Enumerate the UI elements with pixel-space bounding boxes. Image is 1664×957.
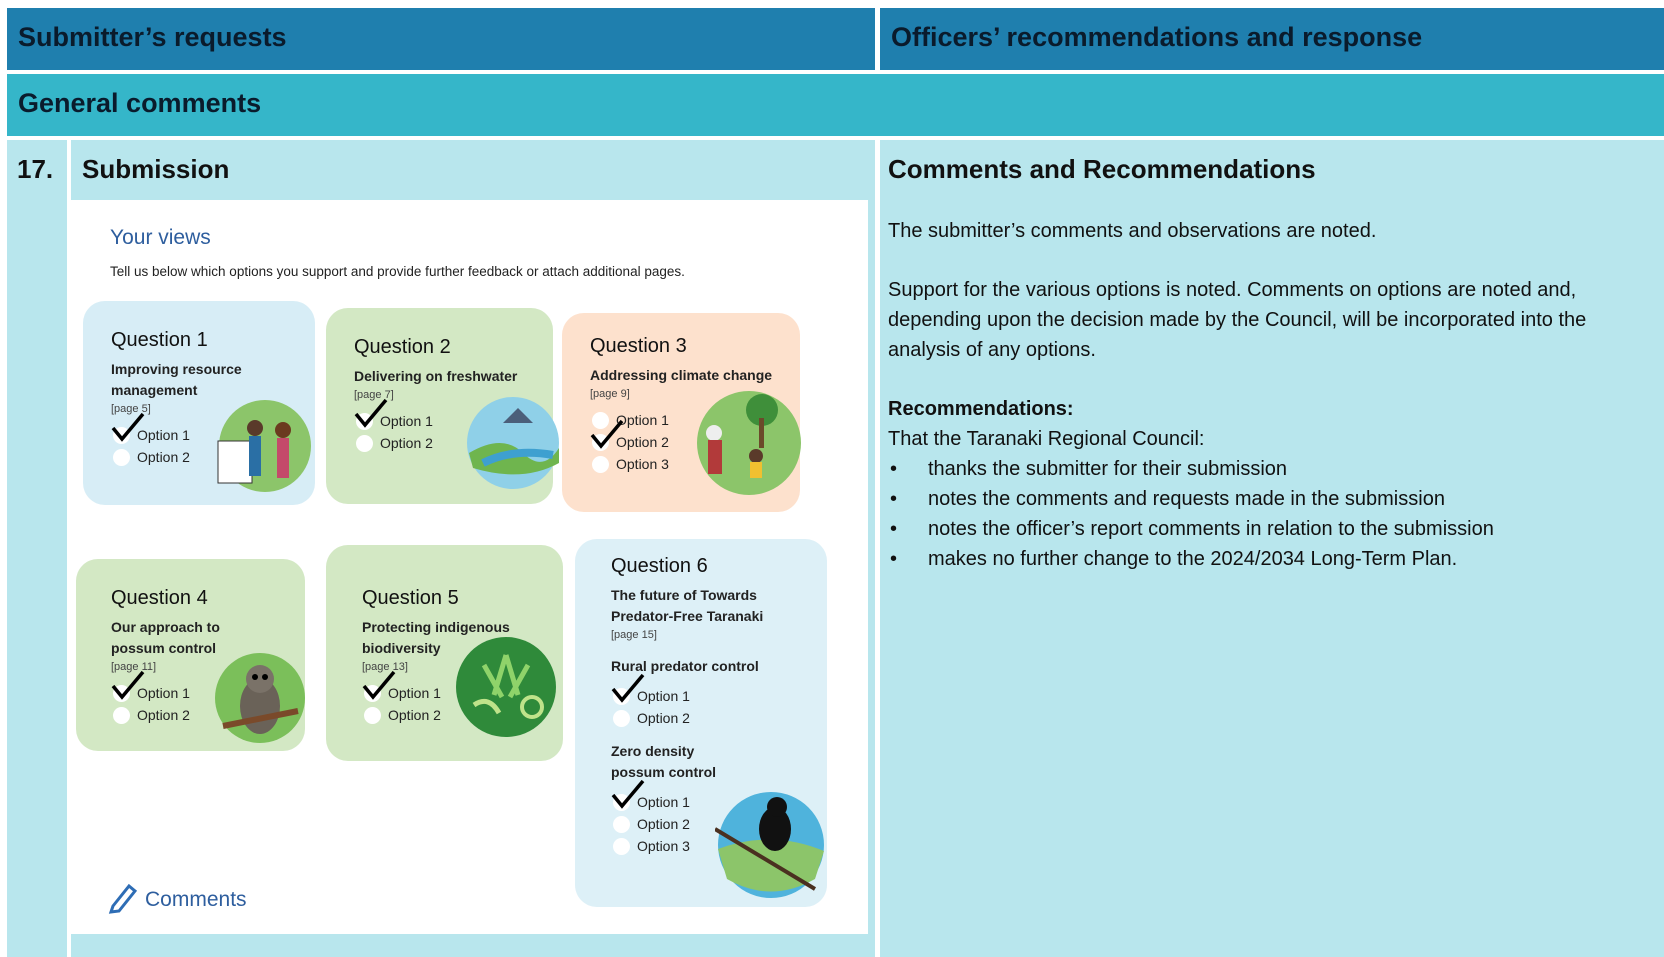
part-label: Zero density possum control [611, 743, 717, 780]
option-label: Option 1 [616, 412, 669, 428]
question-card: Question 4 Our approach to possum contro… [76, 559, 305, 751]
option: Option 3 [590, 453, 800, 475]
paragraph: The submitter’s comments and observation… [888, 220, 1377, 242]
question-title: Question 2 [354, 336, 451, 358]
question-title: Question 6 [611, 555, 708, 577]
question-title: Question 3 [590, 335, 687, 357]
option: Option 2 [111, 704, 305, 726]
recommendations-lead: That the Taranaki Regional Council: [888, 428, 1205, 450]
illustration [697, 391, 801, 495]
header-right: Officers’ recommendations and response [880, 8, 1664, 70]
option-label: Option 2 [380, 435, 433, 451]
option-label: Option 1 [637, 794, 690, 810]
option: Option 1 [111, 412, 315, 446]
illustration [715, 792, 824, 898]
question-subtitle: Our approach to possum control [111, 619, 220, 656]
checkmark [362, 670, 396, 700]
illustration [456, 637, 556, 737]
option: Option 1 [362, 670, 563, 704]
checkmark [611, 779, 645, 809]
option: Option 1 [611, 779, 827, 813]
illustration [217, 400, 311, 492]
question-card: Question 6 The future of Towards Predato… [575, 539, 827, 907]
option: Option 1 [111, 670, 305, 704]
option-label: Option 1 [388, 685, 441, 701]
question-title: Question 1 [111, 329, 208, 351]
option-label: Option 3 [637, 838, 690, 854]
illustration [215, 653, 305, 743]
question-page: [page 15] [611, 629, 657, 641]
option-label: Option 2 [137, 707, 190, 723]
recommendation-item: notes the officer’s report comments in r… [888, 514, 1656, 544]
option: Option 2 [354, 432, 553, 454]
recommendation-item: makes no further change to the 2024/2034… [888, 544, 1656, 574]
option-label: Option 1 [637, 688, 690, 704]
option-label: Option 1 [137, 427, 190, 443]
option: Option 2 [611, 707, 827, 729]
question-card: Question 3 Addressing climate change [pa… [562, 313, 801, 512]
option-label: Option 2 [637, 816, 690, 832]
part-label: Rural predator control [611, 658, 759, 674]
number-cell: 17. [7, 140, 67, 957]
question-card: Question 5 Protecting indigenous biodive… [326, 545, 563, 761]
question-subtitle: Addressing climate change [590, 367, 773, 383]
question-page: [page 11] [111, 661, 157, 673]
checkmark [354, 398, 388, 428]
recommendations-heading: Recommendations: [888, 398, 1074, 420]
option: Option 3 [611, 835, 827, 857]
question-subtitle: Improving resource management [111, 361, 242, 398]
header-left: Submitter’s requests [7, 8, 875, 70]
option: Option 1 [590, 409, 800, 431]
row-number: 17. [17, 154, 54, 184]
question-subtitle: Protecting indigenous biodiversity [362, 619, 510, 656]
form-title: Your views [110, 226, 211, 249]
question-subtitle: Delivering on freshwater [354, 368, 518, 384]
option-label: Option 2 [137, 449, 190, 465]
question-card: Question 1 Improving resource management… [83, 301, 315, 505]
option: Option 2 [590, 419, 800, 453]
submission-title: Submission [82, 154, 230, 184]
form-intro: Tell us below which options you support … [110, 264, 685, 279]
option-label: Option 2 [616, 434, 669, 450]
question-title: Question 4 [111, 587, 208, 609]
checkmark [111, 412, 145, 442]
option: Option 1 [611, 673, 827, 707]
option-label: Option 2 [388, 707, 441, 723]
option: Option 2 [362, 704, 563, 726]
question-title: Question 5 [362, 587, 459, 609]
response-cell: Comments and Recommendations The submitt… [880, 140, 1664, 957]
form-image: Your views Tell us below which options y… [71, 200, 868, 934]
option-label: Option 3 [616, 456, 669, 472]
option: Option 1 [354, 398, 553, 432]
option: Option 2 [111, 446, 315, 468]
option-label: Option 1 [380, 413, 433, 429]
paragraph: Support for the various options is noted… [888, 279, 1587, 361]
comments-label: Comments [145, 888, 247, 911]
question-page: [page 13] [362, 661, 408, 673]
question-subtitle: The future of Towards Predator-Free Tara… [611, 587, 764, 624]
option: Option 2 [611, 813, 827, 835]
checkmark [590, 419, 624, 449]
recommendation-item: notes the comments and requests made in … [888, 484, 1656, 514]
question-page: [page 7] [354, 389, 394, 401]
question-page: [page 9] [590, 388, 630, 400]
checkmark [611, 673, 645, 703]
pencil-icon [108, 883, 138, 914]
recommendations-list: thanks the submitter for their submissio… [888, 454, 1656, 574]
option-label: Option 1 [137, 685, 190, 701]
option-label: Option 2 [637, 710, 690, 726]
response-title: Comments and Recommendations [888, 154, 1316, 184]
checkmark [111, 670, 145, 700]
illustration [467, 397, 559, 489]
question-page: [page 5] [111, 403, 151, 415]
section-title: General comments [7, 74, 1664, 136]
question-card: Question 2 Delivering on freshwater [pag… [326, 308, 559, 504]
recommendation-item: thanks the submitter for their submissio… [888, 454, 1656, 484]
